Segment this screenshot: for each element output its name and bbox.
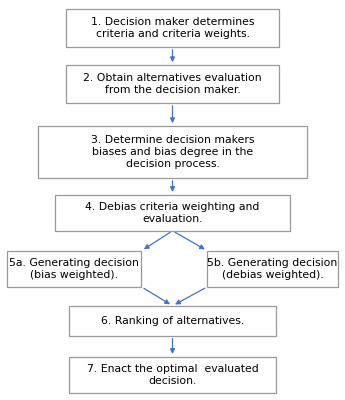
FancyBboxPatch shape [66,65,279,103]
FancyBboxPatch shape [69,306,276,336]
Text: 4. Debias criteria weighting and
evaluation.: 4. Debias criteria weighting and evaluat… [85,202,260,224]
FancyBboxPatch shape [207,251,338,287]
Text: 3. Determine decision makers
biases and bias degree in the
decision process.: 3. Determine decision makers biases and … [91,135,254,169]
Text: 5b. Generating decision
(debias weighted).: 5b. Generating decision (debias weighted… [207,258,338,280]
FancyBboxPatch shape [69,357,276,393]
Text: 1. Decision maker determines
criteria and criteria weights.: 1. Decision maker determines criteria an… [91,17,254,39]
Text: 5a. Generating decision
(bias weighted).: 5a. Generating decision (bias weighted). [9,258,139,280]
Text: 6. Ranking of alternatives.: 6. Ranking of alternatives. [101,316,244,326]
FancyBboxPatch shape [55,195,290,231]
FancyBboxPatch shape [66,9,279,47]
FancyBboxPatch shape [38,126,307,178]
FancyBboxPatch shape [7,251,141,287]
Text: 2. Obtain alternatives evaluation
from the decision maker.: 2. Obtain alternatives evaluation from t… [83,73,262,95]
Text: 7. Enact the optimal  evaluated
decision.: 7. Enact the optimal evaluated decision. [87,364,258,386]
